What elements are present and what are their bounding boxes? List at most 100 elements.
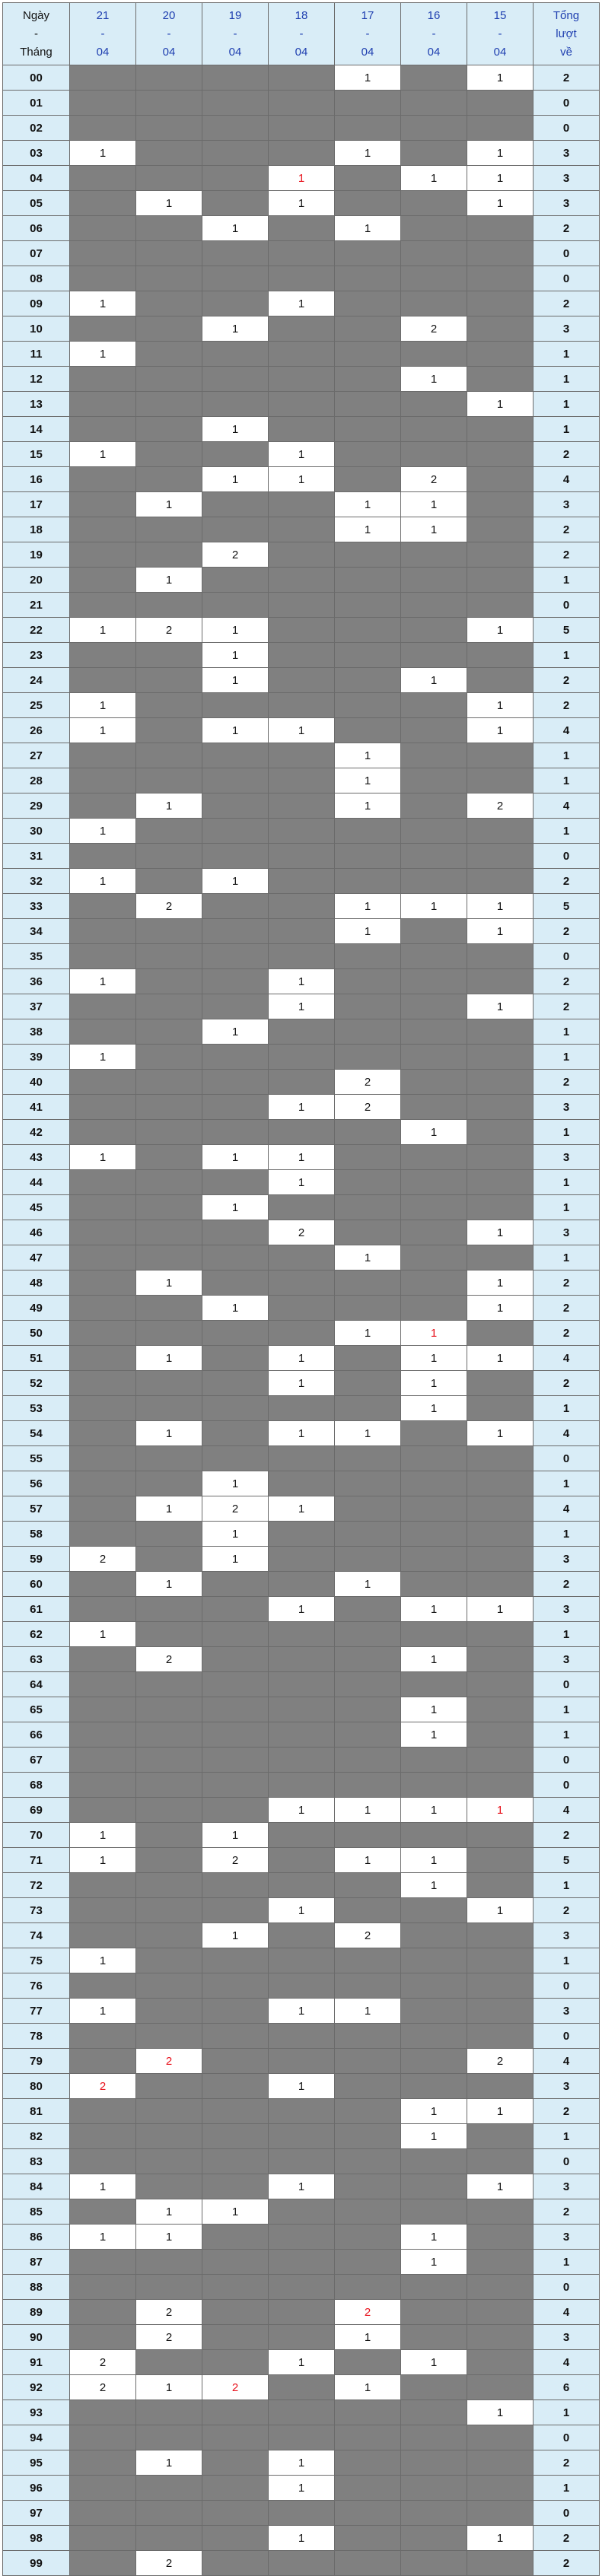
row-number: 54 [2,1420,70,1446]
header-total-line: Tổng [553,8,580,22]
row-total: 1 [533,1872,600,1898]
hit-cell: 1 [268,1596,335,1622]
hit-cell: 1 [400,893,467,919]
row-number: 15 [2,441,70,467]
empty-cell [268,2224,335,2250]
empty-cell [400,416,467,442]
empty-cell [202,1621,269,1647]
empty-cell [69,1797,136,1823]
table-row: 93 1 1 [2,2399,600,2425]
empty-cell [69,416,136,442]
hit-cell: 1 [135,1420,202,1446]
empty-cell [400,190,467,216]
row-number: 17 [2,491,70,517]
empty-cell [400,240,467,266]
table-row: 61 1 1 1 3 [2,1596,600,1622]
row-number: 31 [2,843,70,869]
hit-cell: 1 [268,190,335,216]
row-number: 33 [2,893,70,919]
hit-cell-highlighted: 1 [268,165,335,191]
hit-cell: 2 [467,2048,534,2074]
empty-cell [334,391,401,417]
hit-cell: 1 [334,893,401,919]
empty-cell [202,1772,269,1798]
empty-cell [268,1069,335,1095]
table-row: 19 2 2 [2,542,600,568]
empty-cell [69,1270,136,1296]
empty-cell [268,868,335,894]
empty-cell [69,2148,136,2174]
table-row: 60 1 1 2 [2,1571,600,1597]
empty-cell [202,2098,269,2124]
hit-cell: 1 [467,1295,534,1321]
empty-cell [400,2073,467,2099]
empty-cell [135,918,202,944]
header-label-line: - [34,27,38,40]
hit-cell: 1 [467,165,534,191]
empty-cell [135,1220,202,1245]
empty-cell [69,115,136,141]
hit-cell: 1 [202,1295,269,1321]
row-total: 2 [533,441,600,467]
row-total: 4 [533,1797,600,1823]
row-total: 1 [533,1948,600,1973]
empty-cell [135,843,202,869]
row-number: 03 [2,140,70,166]
empty-cell [135,266,202,291]
row-number: 25 [2,692,70,718]
row-total: 1 [533,1019,600,1045]
row-number: 11 [2,341,70,367]
empty-cell [467,2148,534,2174]
table-row: 09 1 1 2 [2,291,600,316]
row-number: 86 [2,2224,70,2250]
empty-cell [202,2425,269,2450]
row-number: 69 [2,1797,70,1823]
table-row: 64 0 [2,1671,600,1697]
empty-cell [334,190,401,216]
row-total: 1 [533,1169,600,1195]
empty-cell [334,968,401,994]
table-row: 89 2 2 4 [2,2299,600,2325]
empty-cell [268,567,335,593]
hit-cell: 1 [268,466,335,492]
empty-cell [334,2550,401,2576]
empty-cell [268,1872,335,1898]
empty-cell [400,1094,467,1120]
row-total: 4 [533,717,600,743]
empty-cell [268,1194,335,1220]
hit-cell: 1 [467,1220,534,1245]
hit-cell: 1 [334,743,401,768]
empty-cell [467,2349,534,2375]
empty-cell [135,1521,202,1547]
empty-cell [334,2174,401,2199]
empty-cell [69,2500,136,2526]
hit-cell-highlighted: 2 [135,2048,202,2074]
empty-cell [467,1722,534,1748]
empty-cell [268,1295,335,1321]
empty-cell [400,617,467,643]
empty-cell [268,943,335,969]
row-total: 1 [533,1697,600,1722]
empty-cell [400,868,467,894]
empty-cell [268,743,335,768]
empty-cell [135,2399,202,2425]
empty-cell [400,1194,467,1220]
empty-cell [268,1270,335,1296]
table-row: 34 1 1 2 [2,918,600,944]
table-row: 12 1 1 [2,366,600,392]
hit-cell: 2 [400,466,467,492]
empty-cell [69,1697,136,1722]
hit-cell: 1 [268,1897,335,1923]
row-total: 1 [533,2249,600,2275]
empty-cell [268,2048,335,2074]
row-total: 2 [533,918,600,944]
table-row: 96 1 1 [2,2475,600,2501]
hit-cell: 1 [400,1722,467,1748]
empty-cell [467,1621,534,1647]
header-date-5: 16 - 04 [400,2,467,65]
row-total: 4 [533,1345,600,1371]
empty-cell [202,692,269,718]
table-row: 13 1 1 [2,391,600,417]
row-number: 35 [2,943,70,969]
header-month: 04 [361,45,374,59]
